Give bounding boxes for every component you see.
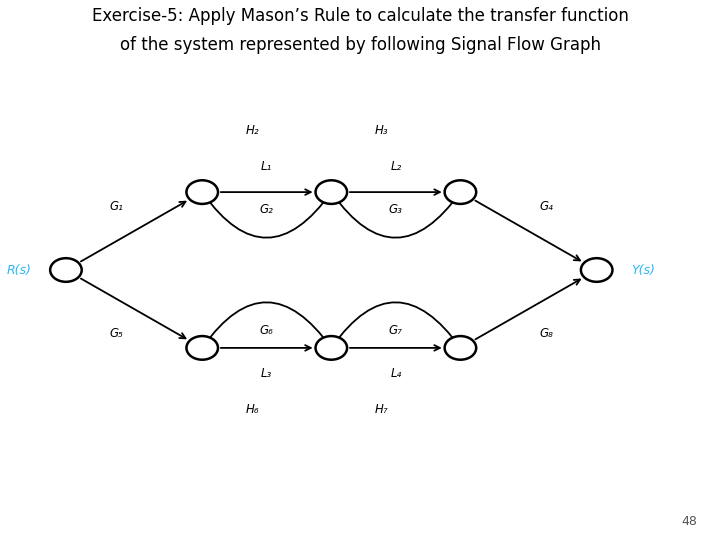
Circle shape [186, 180, 218, 204]
Text: G₇: G₇ [389, 324, 402, 337]
Text: G₂: G₂ [260, 203, 274, 216]
FancyArrowPatch shape [203, 192, 331, 238]
Text: G₄: G₄ [539, 200, 554, 213]
Text: R(s): R(s) [7, 264, 32, 276]
Text: of the system represented by following Signal Flow Graph: of the system represented by following S… [120, 36, 600, 55]
Circle shape [186, 336, 218, 360]
Circle shape [50, 258, 81, 282]
Text: G₁: G₁ [109, 200, 123, 213]
Text: H₆: H₆ [246, 403, 259, 416]
Text: H₂: H₂ [246, 124, 259, 137]
Text: G₈: G₈ [539, 327, 554, 340]
Text: H₇: H₇ [374, 403, 388, 416]
Text: G₆: G₆ [260, 324, 274, 337]
FancyArrowPatch shape [203, 302, 331, 348]
Circle shape [315, 180, 347, 204]
Circle shape [445, 180, 476, 204]
Circle shape [445, 336, 476, 360]
Text: Y(s): Y(s) [631, 264, 655, 276]
Circle shape [315, 336, 347, 360]
Text: L₄: L₄ [390, 367, 402, 380]
Text: L₃: L₃ [261, 367, 272, 380]
Text: L₂: L₂ [390, 160, 402, 173]
Circle shape [581, 258, 613, 282]
Text: 48: 48 [681, 515, 697, 528]
FancyArrowPatch shape [333, 302, 460, 348]
Text: G₅: G₅ [109, 327, 123, 340]
FancyArrowPatch shape [333, 192, 460, 238]
Text: Exercise-5: Apply Mason’s Rule to calculate the transfer function: Exercise-5: Apply Mason’s Rule to calcul… [91, 7, 629, 25]
Text: G₃: G₃ [389, 203, 402, 216]
Text: H₃: H₃ [374, 124, 388, 137]
Text: L₁: L₁ [261, 160, 272, 173]
